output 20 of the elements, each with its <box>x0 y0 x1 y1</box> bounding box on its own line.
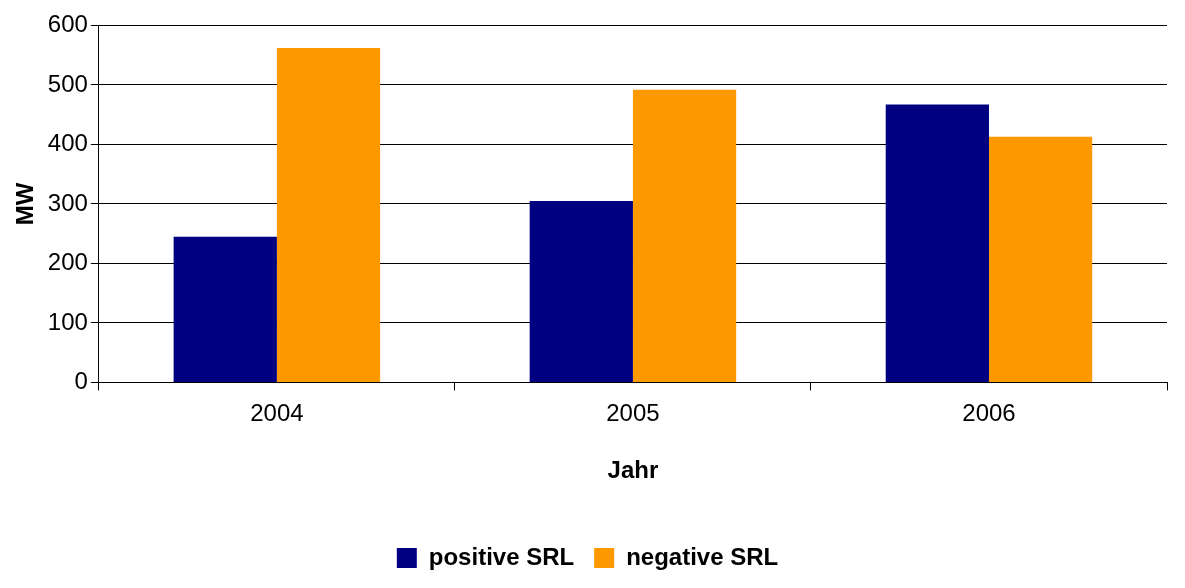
y-tick-label: 500 <box>47 69 88 97</box>
y-tick-label: 100 <box>47 307 88 335</box>
x-axis-title: Jahr <box>607 456 659 484</box>
y-axis-title: MW <box>11 182 39 226</box>
y-tick-label: 600 <box>47 10 88 38</box>
legend-label: positive SRL <box>428 542 575 570</box>
legend-label: negative SRL <box>626 542 779 570</box>
y-tick-label: 200 <box>47 248 88 276</box>
bar <box>276 48 381 382</box>
bar <box>885 104 989 382</box>
y-tick-label: 300 <box>47 188 88 216</box>
x-tick-label: 2006 <box>962 399 1016 427</box>
bar <box>173 236 277 382</box>
bar <box>632 89 737 382</box>
x-tick-label: 2004 <box>250 399 304 427</box>
x-tick-label: 2005 <box>606 399 660 427</box>
y-tick-label: 400 <box>47 129 88 157</box>
bar <box>988 136 1093 382</box>
bar <box>529 200 633 382</box>
y-tick-label: 0 <box>74 367 88 395</box>
